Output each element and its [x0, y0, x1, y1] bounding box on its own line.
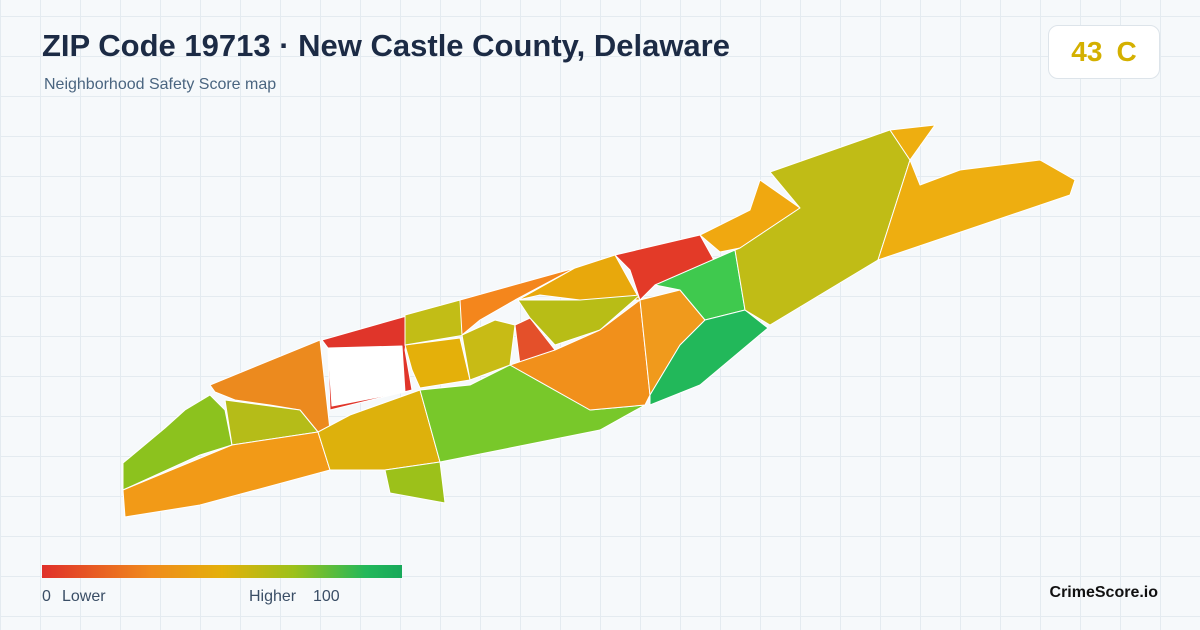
region [384, 461, 446, 504]
score-grade: C [1116, 36, 1137, 67]
legend-min-label: Lower [62, 588, 106, 605]
subtitle: Neighborhood Safety Score map [44, 76, 277, 93]
score-value: 43 [1071, 36, 1103, 67]
region [459, 267, 576, 336]
region [122, 394, 233, 491]
legend-gradient [42, 565, 402, 578]
title: ZIP Code 19713 · New Castle County, Dela… [42, 28, 730, 63]
region [404, 337, 471, 389]
region [327, 345, 406, 407]
region [649, 309, 769, 406]
brand: CrimeScore.io [1049, 584, 1158, 601]
legend-max-label: Higher [249, 588, 297, 605]
legend-max: 100 [313, 588, 340, 605]
region [877, 124, 1076, 261]
score-badge: 43 C [1048, 25, 1160, 79]
legend-min: 0 [42, 588, 51, 605]
region [461, 319, 516, 381]
